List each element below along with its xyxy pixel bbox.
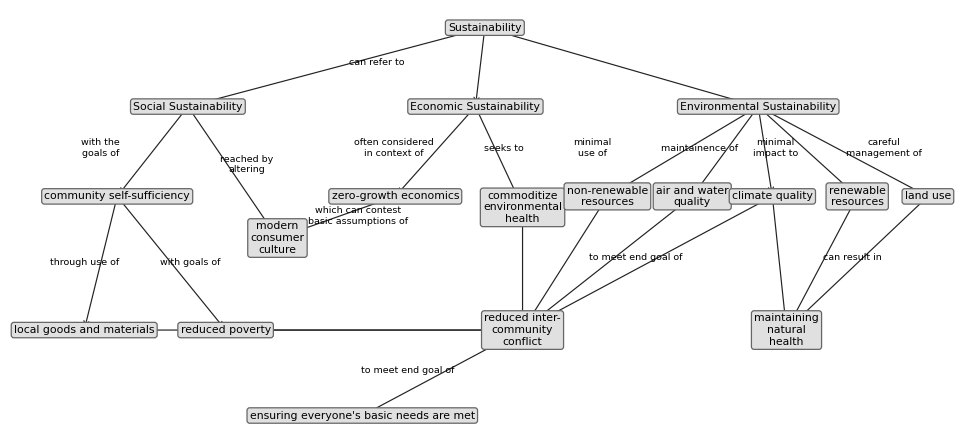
Text: Economic Sustainability: Economic Sustainability bbox=[410, 101, 541, 112]
Text: can result in: can result in bbox=[823, 253, 882, 262]
Text: local goods and materials: local goods and materials bbox=[14, 325, 155, 335]
Text: reduced poverty: reduced poverty bbox=[181, 325, 271, 335]
Text: ensuring everyone's basic needs are met: ensuring everyone's basic needs are met bbox=[249, 411, 475, 421]
Text: with the
goals of: with the goals of bbox=[81, 138, 120, 158]
Text: to meet end goal of: to meet end goal of bbox=[361, 366, 454, 375]
Text: Sustainability: Sustainability bbox=[448, 22, 521, 33]
Text: which can contest
basic assumptions of: which can contest basic assumptions of bbox=[308, 206, 408, 226]
Text: Social Sustainability: Social Sustainability bbox=[133, 101, 243, 112]
Text: through use of: through use of bbox=[49, 258, 119, 267]
Text: seeks to: seeks to bbox=[484, 144, 523, 153]
Text: reduced inter-
community
conflict: reduced inter- community conflict bbox=[484, 314, 561, 347]
Text: minimal
impact to: minimal impact to bbox=[752, 138, 798, 158]
Text: modern
consumer
culture: modern consumer culture bbox=[250, 221, 305, 254]
Text: commoditize
environmental
health: commoditize environmental health bbox=[484, 191, 562, 224]
Text: climate quality: climate quality bbox=[732, 191, 813, 202]
Text: community self-sufficiency: community self-sufficiency bbox=[44, 191, 190, 202]
Text: with goals of: with goals of bbox=[161, 258, 221, 267]
Text: careful
management of: careful management of bbox=[846, 138, 922, 158]
Text: air and water
quality: air and water quality bbox=[656, 186, 728, 207]
Text: non-renewable
resources: non-renewable resources bbox=[567, 186, 648, 207]
Text: maintaining
natural
health: maintaining natural health bbox=[754, 314, 819, 347]
Text: can refer to: can refer to bbox=[349, 58, 404, 67]
Text: to meet end goal of: to meet end goal of bbox=[589, 253, 683, 262]
Text: Environmental Sustainability: Environmental Sustainability bbox=[680, 101, 836, 112]
Text: land use: land use bbox=[905, 191, 951, 202]
Text: renewable
resources: renewable resources bbox=[829, 186, 886, 207]
Text: often considered
in context of: often considered in context of bbox=[354, 138, 433, 158]
Text: zero-growth economics: zero-growth economics bbox=[332, 191, 459, 202]
Text: minimal
use of: minimal use of bbox=[573, 138, 611, 158]
Text: maintainence of: maintainence of bbox=[661, 144, 739, 153]
Text: reached by
altering: reached by altering bbox=[220, 155, 273, 174]
